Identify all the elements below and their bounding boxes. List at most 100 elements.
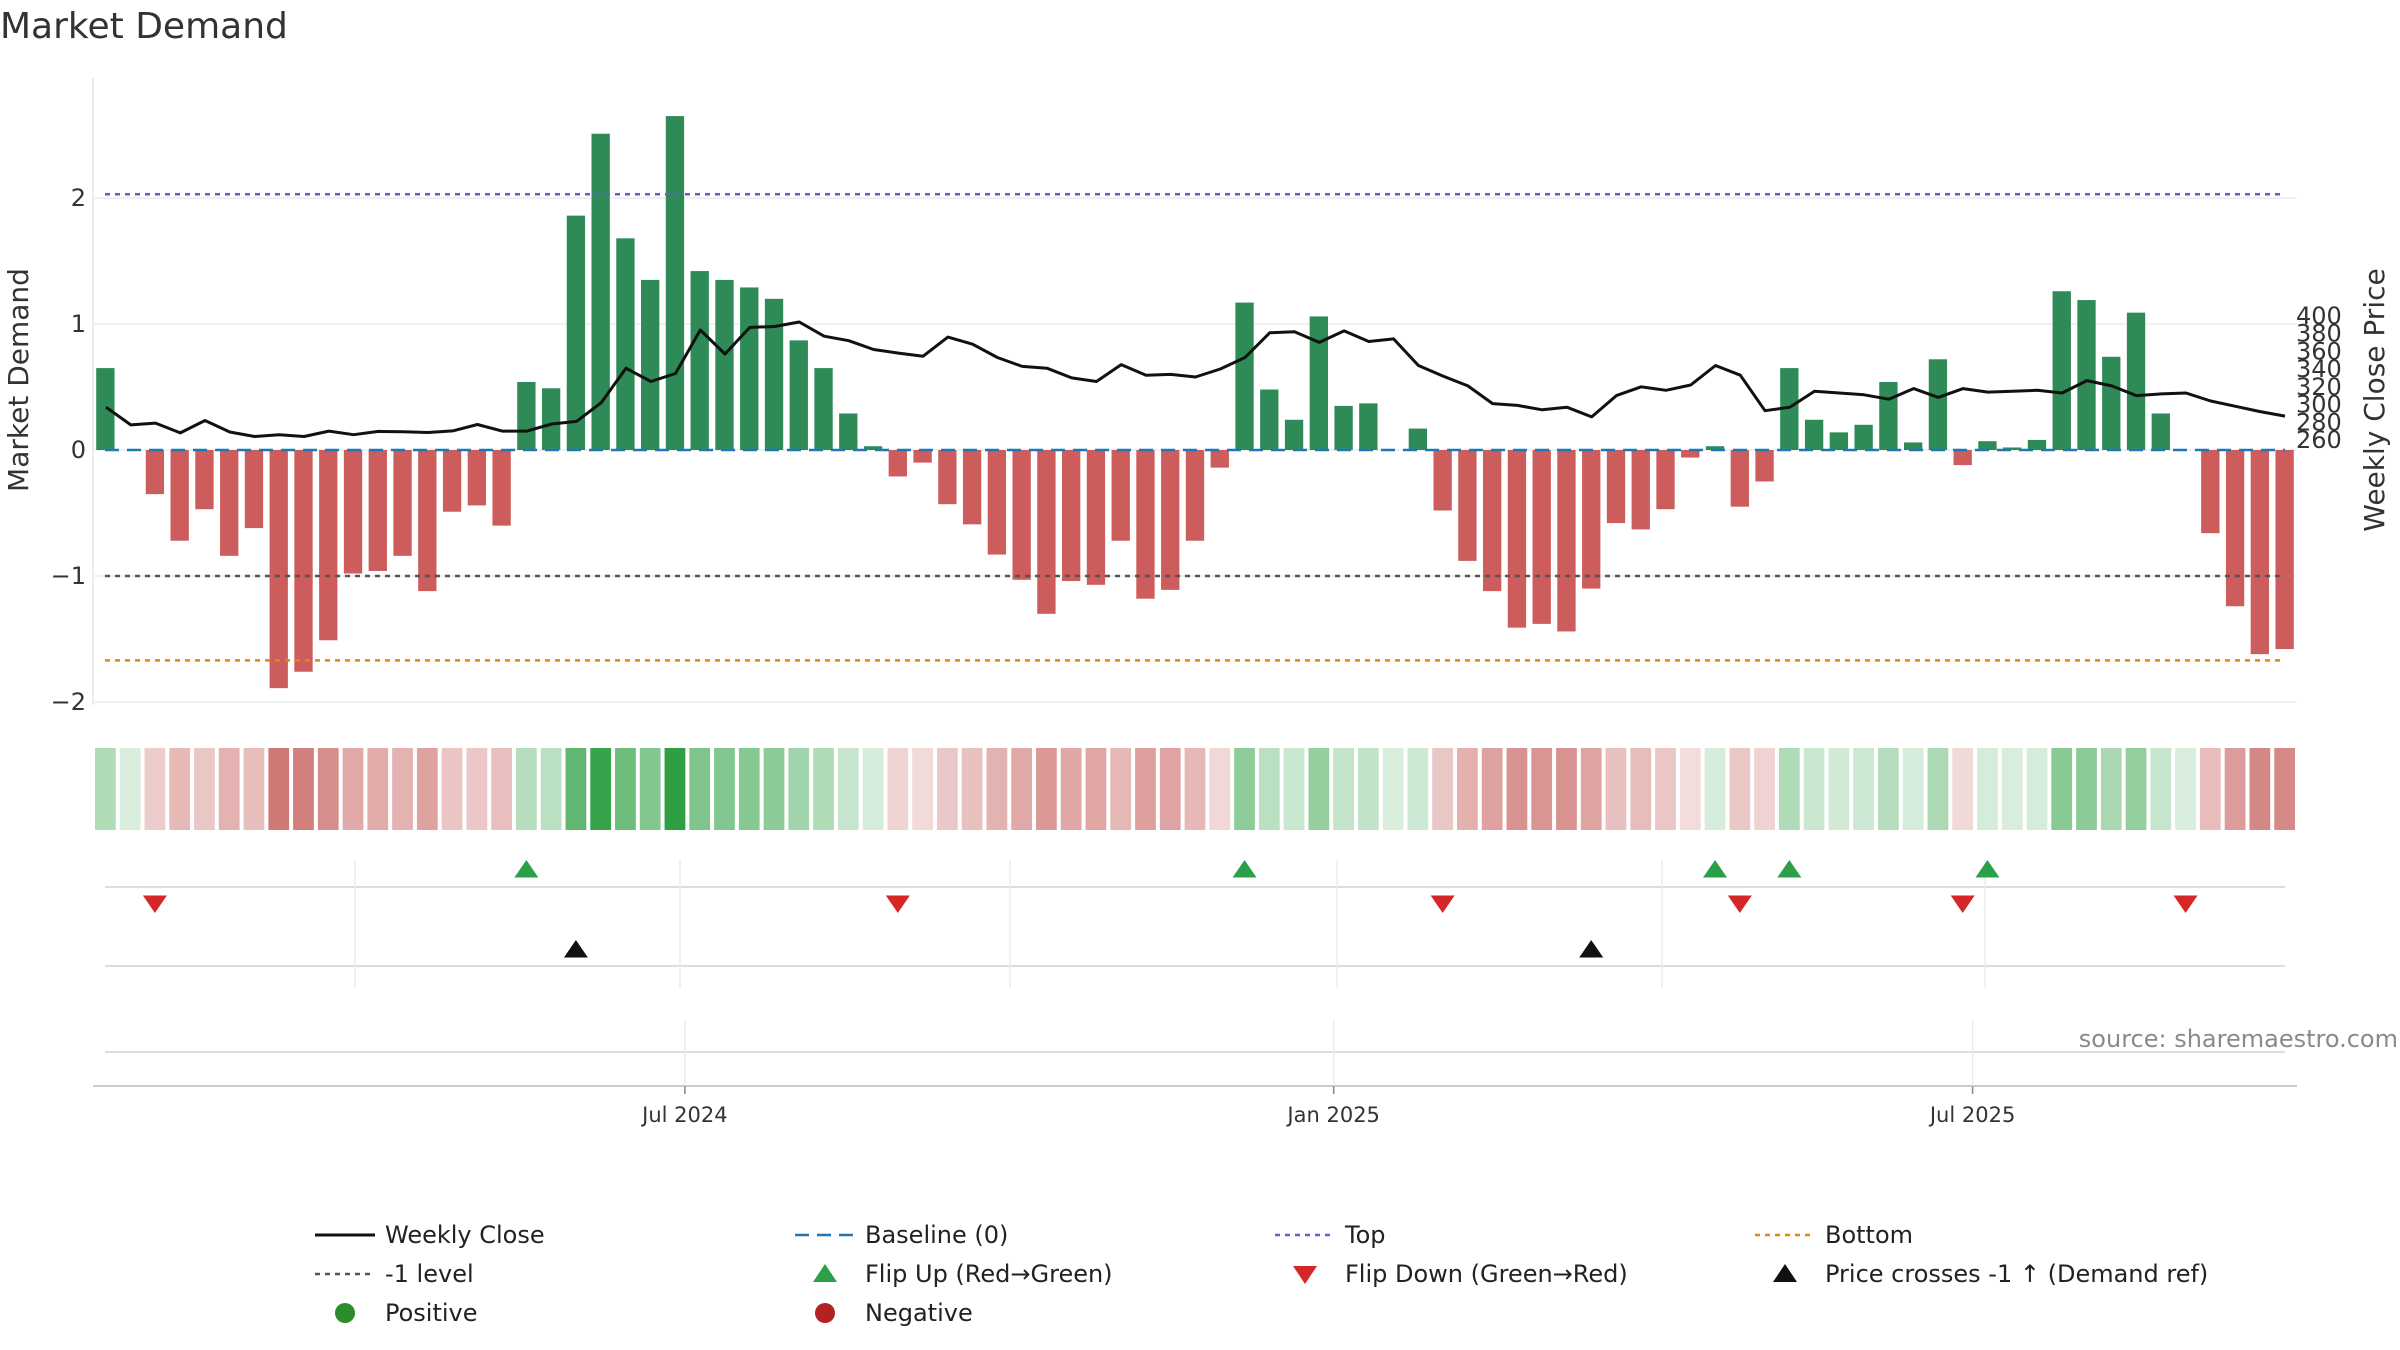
heat-cell (392, 748, 413, 830)
chart-title: Market Demand (0, 6, 288, 47)
demand-bar (1086, 450, 1106, 585)
legend-swatch-circle (335, 1303, 355, 1323)
y-tick-label: 1 (71, 310, 86, 338)
grid (92, 78, 2297, 705)
demand-bar (1557, 450, 1576, 632)
y-tick-label: 0 (71, 436, 86, 464)
heat-cell (1778, 748, 1800, 830)
heat-cell (2076, 748, 2097, 830)
flip-up-marker (1975, 860, 2000, 878)
demand-bar (1111, 450, 1130, 541)
demand-bar (442, 450, 462, 512)
x-tick-label: Jul 2025 (1928, 1103, 2015, 1127)
demand-bar (1309, 316, 1328, 450)
heat-cell (1258, 748, 1280, 830)
legend-entry: -1 level (315, 1260, 474, 1288)
heat-cell (961, 748, 983, 830)
demand-bar (888, 450, 907, 477)
legend: Weekly Close Baseline (0) Top Bottom -1 leve… (315, 1221, 2208, 1327)
demand-bar (1854, 424, 1873, 450)
demand-bar (789, 340, 808, 450)
heat-cell (515, 748, 537, 830)
heat-cell (912, 748, 933, 830)
legend-label: -1 level (385, 1260, 474, 1288)
legend-label: Flip Down (Green→Red) (1345, 1260, 1628, 1288)
demand-bar (2126, 312, 2146, 450)
demand-bar (294, 450, 313, 672)
heat-cell (1283, 748, 1305, 830)
demand-bar (1037, 450, 1056, 614)
heat-cell (1407, 748, 1429, 830)
demand-bar (690, 271, 709, 450)
flip-down-marker (1430, 895, 1455, 913)
heat-cell (1432, 748, 1454, 830)
heat-cell (1704, 748, 1726, 830)
heat-cell (1679, 748, 1701, 830)
legend-label: Top (1344, 1221, 1386, 1249)
heat-cell (1828, 748, 1850, 830)
y2-tick-label: 280 (2296, 408, 2342, 436)
heat-cell (1481, 748, 1503, 830)
demand-bar (2102, 356, 2121, 450)
y-axis-label: Market Demand (2, 268, 35, 492)
demand-bar (418, 450, 437, 592)
demand-bar (2225, 450, 2245, 607)
demand-bar (1483, 450, 1502, 592)
heat-cell (416, 748, 438, 830)
demand-bar (492, 450, 511, 526)
heat-cell (2175, 748, 2196, 830)
heat-cell (2224, 748, 2246, 830)
demand-bar (319, 450, 338, 641)
demand-bar (1359, 403, 1378, 450)
demand-bar (1408, 428, 1428, 450)
legend-swatch-down (1293, 1266, 1317, 1284)
heat-cell (2051, 748, 2073, 830)
flip-down-marker (885, 895, 910, 913)
demand-bar (987, 450, 1007, 555)
demand-bar (145, 450, 165, 495)
heat-cell (1977, 748, 1998, 830)
legend-label: Weekly Close (385, 1221, 545, 1249)
demand-bar (1681, 450, 1700, 458)
demand-bar (2201, 450, 2220, 534)
reference-lines (105, 192, 2285, 662)
y2-tick-label: 300 (2296, 391, 2342, 419)
demand-bar (541, 388, 561, 450)
heat-cell (2001, 748, 2023, 830)
flip-down-marker (1727, 895, 1752, 913)
demand-bar (1978, 441, 1997, 450)
heat-cell (441, 748, 463, 830)
demand-bar (715, 279, 734, 450)
legend-entry: Top (1275, 1221, 1386, 1249)
x-axis-ticks: Jul 2024 Jan 2025 Jul 2025 (640, 1086, 2015, 1127)
demand-bar (1656, 450, 1675, 510)
demand-bar (863, 446, 883, 450)
demand-bar (2027, 439, 2047, 450)
heat-cell (1060, 748, 1082, 830)
demand-bar (1804, 419, 1824, 450)
heat-cell (2199, 748, 2221, 830)
heat-cell (738, 748, 760, 830)
demand-bar (393, 450, 412, 556)
source-credit: source: sharemaestro.com (2079, 1025, 2398, 1053)
demand-bar (269, 450, 288, 689)
signal-markers (93, 860, 2297, 1087)
price-cross-marker (1579, 940, 1604, 958)
demand-bar (343, 450, 363, 574)
heat-cell (1159, 748, 1181, 830)
heat-cell (788, 748, 810, 830)
demand-bar (517, 381, 536, 450)
demand-bar (665, 116, 685, 450)
heat-cell (1729, 748, 1751, 830)
demand-bar (1260, 389, 1279, 450)
legend-label: Bottom (1825, 1221, 1913, 1249)
y2-tick-label: 260 (2296, 426, 2342, 454)
demand-bars (96, 116, 2294, 689)
y-tick-label: −2 (51, 688, 86, 716)
demand-bar (1458, 450, 1477, 561)
demand-bar (1879, 381, 1898, 450)
heat-cell (1803, 748, 1825, 830)
demand-bar (1780, 368, 1799, 450)
demand-bar (1532, 450, 1551, 624)
